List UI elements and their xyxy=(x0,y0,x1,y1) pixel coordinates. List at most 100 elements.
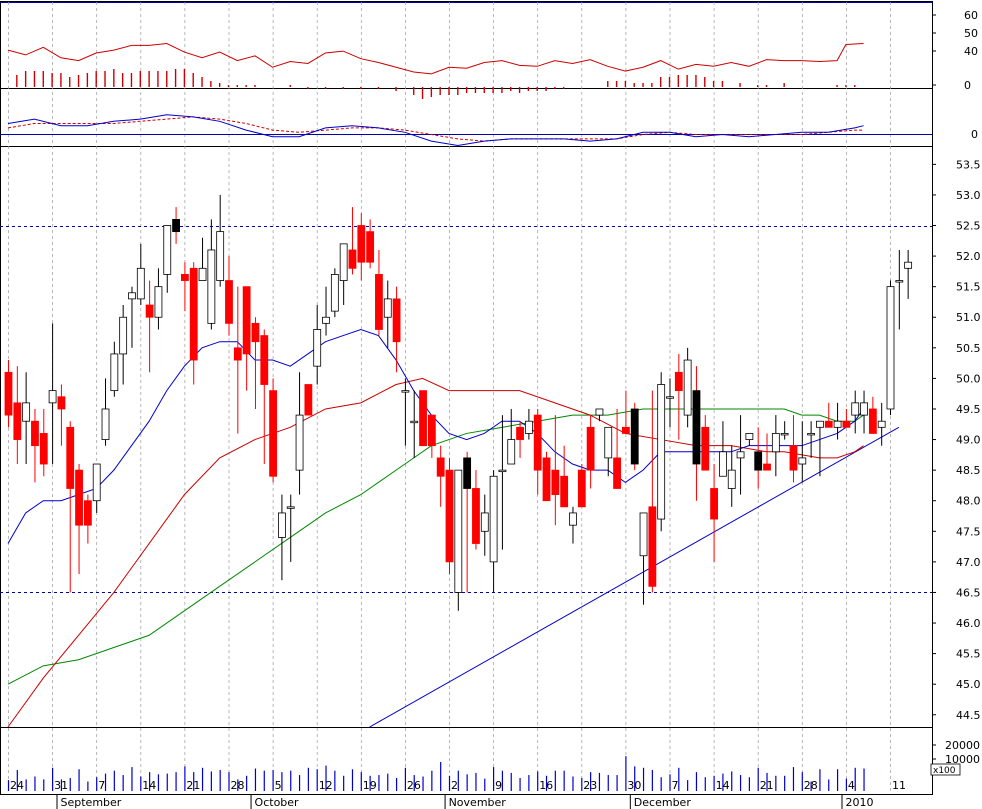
osc-tick-label-0: 60 xyxy=(964,9,978,22)
candle-body-86 xyxy=(763,463,771,471)
price-tick-label-14: 51.5 xyxy=(956,281,981,294)
price-tick-label-16: 52.5 xyxy=(956,220,981,233)
candle-body-16 xyxy=(145,304,154,318)
price-tick-label-4: 46.5 xyxy=(956,586,981,599)
candle-body-66 xyxy=(586,426,595,471)
candle-body-25 xyxy=(225,280,233,324)
candle-body-14 xyxy=(128,292,136,300)
candle-body-8 xyxy=(75,469,83,526)
price-tick-label-11: 50.0 xyxy=(956,372,981,385)
candle-body-54 xyxy=(480,512,489,532)
candle-body-11 xyxy=(101,408,110,440)
candle-body-47 xyxy=(419,390,427,447)
macd-tick-label: 0 xyxy=(971,128,978,141)
candle-body-96 xyxy=(851,402,860,416)
candle-body-21 xyxy=(189,267,198,361)
candle-body-97 xyxy=(860,402,868,416)
candle-body-94 xyxy=(833,420,842,428)
oscillator-panel xyxy=(7,42,864,99)
day-label-12: 16 xyxy=(539,779,553,792)
candle-body-43 xyxy=(383,298,392,318)
candle-body-82 xyxy=(727,469,736,489)
candle-body-80 xyxy=(710,488,718,520)
candle-body-17 xyxy=(154,286,163,318)
day-label-15: 7 xyxy=(672,779,679,792)
candle-body-74 xyxy=(657,384,666,520)
day-label-4: 21 xyxy=(186,779,200,792)
candle-body-4 xyxy=(39,433,48,465)
ma-mid-line xyxy=(7,377,864,728)
candle-body-52 xyxy=(463,457,472,489)
candle-body-73 xyxy=(648,506,657,587)
candle-body-3 xyxy=(31,420,39,447)
ma-long-line xyxy=(7,408,864,685)
candle-body-88 xyxy=(780,433,789,436)
candle-body-101 xyxy=(895,280,904,283)
macd-panel xyxy=(0,114,932,147)
candle-body-28 xyxy=(251,322,260,343)
candle-body-67 xyxy=(595,408,604,416)
candle-body-41 xyxy=(366,231,375,263)
candle-body-87 xyxy=(771,433,780,453)
day-label-9: 26 xyxy=(407,779,421,792)
day-label-18: 28 xyxy=(804,779,818,792)
candle-body-20 xyxy=(180,274,189,281)
candle-body-65 xyxy=(577,469,586,508)
candle-body-31 xyxy=(278,512,286,538)
volume-unit-box xyxy=(930,763,961,776)
price-tick-label-9: 49.0 xyxy=(956,434,981,447)
vol-tick-label-0: 20000 xyxy=(945,739,980,752)
price-tick-label-13: 51.0 xyxy=(956,311,981,324)
candle-body-32 xyxy=(286,506,295,509)
price-tick-label-2: 45.5 xyxy=(956,648,981,661)
candle-body-2 xyxy=(22,402,31,422)
candle-body-79 xyxy=(701,426,710,471)
day-label-5: 28 xyxy=(231,779,245,792)
candle-body-45 xyxy=(401,390,410,393)
candle-body-6 xyxy=(57,396,66,410)
candle-body-70 xyxy=(622,426,630,434)
day-label-19: 4 xyxy=(848,779,855,792)
price-panel xyxy=(0,194,932,728)
candle-body-90 xyxy=(798,457,807,465)
candle-body-37 xyxy=(330,274,339,312)
day-label-16: 14 xyxy=(716,779,730,792)
day-label-1: 31 xyxy=(54,779,68,792)
candle-body-98 xyxy=(868,408,877,434)
candle-body-9 xyxy=(83,500,92,526)
candle-body-22 xyxy=(198,267,207,281)
candle-body-1 xyxy=(13,402,22,440)
day-label-20: 11 xyxy=(892,779,906,792)
osc-tick-label-1: 50 xyxy=(964,27,978,40)
candle-body-99 xyxy=(877,420,886,428)
candle-body-0 xyxy=(4,371,13,416)
osc-tick-label-2: 40 xyxy=(964,45,978,58)
price-tick-label-7: 48.0 xyxy=(956,495,981,508)
month-label-4: 2010 xyxy=(845,796,873,809)
candle-body-46 xyxy=(410,420,419,424)
osc-tick-label-3: 0 xyxy=(964,79,971,92)
month-label-1: October xyxy=(255,796,299,809)
day-label-2: 7 xyxy=(98,779,105,792)
ma-short-line xyxy=(7,328,864,544)
candle-body-53 xyxy=(472,488,480,544)
candle-body-12 xyxy=(110,353,119,392)
candle-body-92 xyxy=(816,420,824,428)
macd-signal-line xyxy=(7,116,864,142)
price-tick-label-15: 52.0 xyxy=(956,250,981,263)
price-tick-label-12: 50.5 xyxy=(956,342,981,355)
price-tick-label-10: 49.5 xyxy=(956,403,981,416)
candle-body-78 xyxy=(692,390,701,465)
candle-body-18 xyxy=(163,225,172,275)
candle-body-29 xyxy=(260,335,269,385)
candle-body-7 xyxy=(66,426,75,489)
vol-tick-label-1: 10000 xyxy=(945,753,980,766)
candle-body-51 xyxy=(454,469,463,593)
macd-line xyxy=(7,114,864,147)
candle-body-55 xyxy=(489,475,498,563)
candle-body-10 xyxy=(92,463,101,502)
candle-body-75 xyxy=(666,396,674,399)
candle-body-40 xyxy=(357,225,366,263)
volume-panel xyxy=(7,756,865,791)
